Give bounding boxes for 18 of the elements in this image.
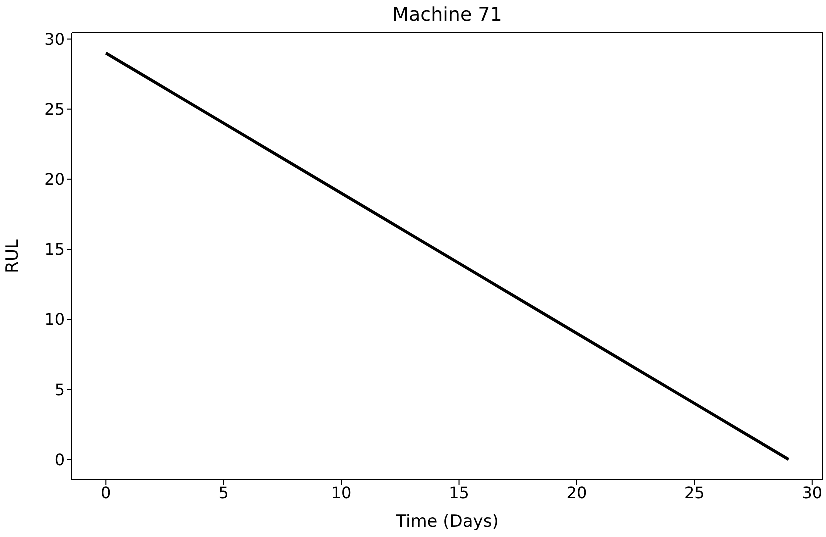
line-series — [104, 52, 790, 462]
y-tick-label: 0 — [54, 450, 65, 470]
x-tick-label: 15 — [449, 483, 470, 502]
x-tick-label: 30 — [802, 483, 823, 502]
y-axis-title: RUL — [3, 239, 24, 274]
y-tick-label: 10 — [44, 310, 65, 330]
y-tick-label: 5 — [54, 380, 65, 400]
chart-title: Machine 71 — [392, 4, 504, 26]
y-tick-label: 25 — [44, 100, 65, 120]
y-tick-label: 30 — [44, 30, 65, 49]
x-tick-label: 0 — [101, 483, 112, 502]
x-axis-title: Time (Days) — [395, 512, 499, 532]
x-tick-label: 25 — [684, 483, 705, 502]
x-tick-label: 10 — [331, 483, 352, 502]
x-tick-label: 5 — [218, 483, 229, 502]
y-tick-label: 20 — [44, 170, 65, 190]
x-tick-label: 20 — [566, 483, 588, 502]
y-tick-label: 15 — [44, 240, 65, 260]
